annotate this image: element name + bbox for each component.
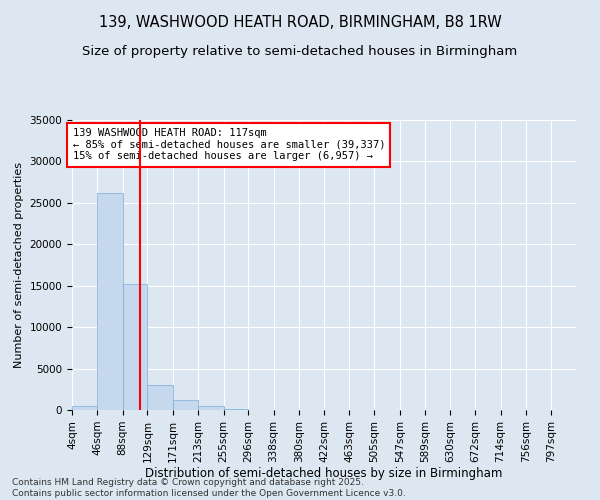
- Bar: [173, 400, 198, 410]
- Text: Size of property relative to semi-detached houses in Birmingham: Size of property relative to semi-detach…: [82, 45, 518, 58]
- Y-axis label: Number of semi-detached properties: Number of semi-detached properties: [14, 162, 24, 368]
- Bar: [72, 406, 97, 410]
- Text: 139 WASHWOOD HEATH ROAD: 117sqm
← 85% of semi-detached houses are smaller (39,33: 139 WASHWOOD HEATH ROAD: 117sqm ← 85% of…: [73, 128, 385, 162]
- X-axis label: Distribution of semi-detached houses by size in Birmingham: Distribution of semi-detached houses by …: [145, 468, 503, 480]
- Bar: [97, 193, 123, 410]
- Text: Contains HM Land Registry data © Crown copyright and database right 2025.
Contai: Contains HM Land Registry data © Crown c…: [12, 478, 406, 498]
- Bar: [148, 385, 173, 410]
- Bar: [198, 406, 224, 410]
- Bar: [224, 409, 248, 410]
- Text: 139, WASHWOOD HEATH ROAD, BIRMINGHAM, B8 1RW: 139, WASHWOOD HEATH ROAD, BIRMINGHAM, B8…: [98, 15, 502, 30]
- Bar: [123, 284, 148, 410]
